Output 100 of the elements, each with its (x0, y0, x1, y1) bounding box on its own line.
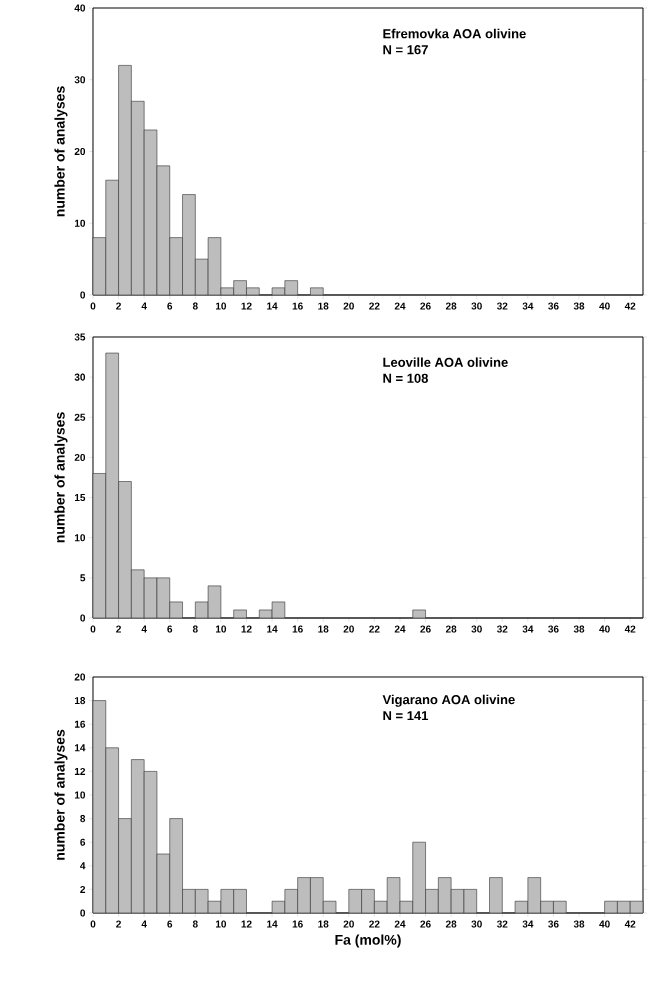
x-tick-label: 2 (116, 920, 121, 928)
x-tick-label: 12 (241, 920, 252, 928)
y-tick-label: 15 (74, 494, 86, 502)
x-tick-label: 8 (192, 625, 198, 633)
y-tick-label: 0 (80, 909, 86, 917)
x-tick-label: 28 (445, 920, 457, 928)
x-tick-label: 30 (471, 625, 482, 633)
x-tick-label: 40 (599, 920, 610, 928)
x-tick-label: 34 (522, 920, 534, 928)
x-tick-label: 20 (343, 302, 354, 310)
y-tick-label: 0 (80, 614, 86, 622)
x-tick-label: 18 (318, 920, 329, 928)
x-tick-label: 32 (496, 625, 508, 633)
x-tick-label: 12 (241, 625, 252, 633)
x-tick-label: 6 (167, 302, 173, 310)
x-tick-label: 8 (192, 302, 198, 310)
x-tick-label: 14 (267, 920, 278, 928)
x-tick-label: 8 (192, 920, 198, 928)
y-axis-title: number of analyses (54, 729, 68, 860)
annotation: N = 141 (383, 711, 429, 721)
x-tick-label: 10 (215, 302, 227, 310)
y-tick-label: 20 (74, 673, 86, 681)
x-axis-title: Fa (mol%) (335, 934, 401, 948)
y-tick-label: 30 (74, 76, 86, 84)
annotation: Vigarano AOA olivine (382, 694, 515, 707)
y-tick-label: 4 (80, 862, 86, 870)
x-tick-label: 24 (394, 302, 406, 310)
x-tick-label: 10 (215, 920, 227, 928)
x-tick-label: 30 (471, 302, 482, 310)
x-tick-label: 26 (420, 302, 431, 310)
x-tick-label: 38 (573, 302, 585, 310)
y-tick-label: 12 (74, 767, 86, 775)
y-tick-label: 30 (74, 373, 86, 381)
x-tick-label: 16 (292, 302, 303, 310)
x-tick-label: 22 (369, 920, 380, 928)
x-tick-label: 18 (318, 302, 329, 310)
y-tick-label: 14 (74, 744, 86, 752)
y-axis-title: number of analyses (54, 412, 68, 543)
x-tick-label: 36 (548, 302, 559, 310)
x-tick-label: 24 (394, 920, 406, 928)
y-tick-label: 2 (80, 885, 86, 893)
x-tick-label: 42 (624, 625, 636, 633)
x-tick-label: 14 (267, 625, 278, 633)
x-tick-label: 6 (167, 920, 173, 928)
x-tick-label: 24 (394, 625, 406, 633)
x-tick-label: 4 (141, 920, 147, 928)
y-tick-label: 16 (74, 720, 86, 728)
x-tick-label: 26 (420, 625, 431, 633)
x-tick-label: 22 (369, 302, 380, 310)
x-tick-label: 0 (90, 625, 96, 633)
x-tick-label: 42 (624, 302, 636, 310)
x-tick-label: 32 (496, 920, 508, 928)
x-tick-label: 4 (141, 302, 147, 310)
x-tick-label: 36 (548, 625, 559, 633)
x-tick-label: 28 (445, 625, 457, 633)
x-tick-label: 0 (90, 302, 96, 310)
annotation: N = 167 (383, 45, 428, 55)
y-tick-label: 6 (80, 838, 86, 846)
x-tick-label: 40 (599, 302, 610, 310)
y-tick-label: 5 (80, 574, 86, 582)
x-tick-label: 4 (141, 625, 147, 633)
x-tick-label: 40 (599, 625, 610, 633)
x-tick-label: 20 (343, 920, 354, 928)
x-tick-label: 26 (420, 920, 431, 928)
y-tick-label: 18 (74, 697, 86, 705)
annotation: Efremovka AOA olivine (383, 28, 526, 39)
x-tick-label: 16 (292, 920, 303, 928)
x-tick-label: 28 (445, 302, 457, 310)
y-tick-label: 25 (74, 413, 86, 421)
y-tick-label: 20 (74, 453, 86, 461)
y-tick-label: 0 (80, 291, 86, 299)
x-tick-label: 22 (369, 625, 380, 633)
y-tick-label: 20 (74, 147, 86, 156)
y-axis-title: number of analyses (54, 86, 68, 217)
x-tick-label: 34 (522, 302, 534, 310)
x-tick-label: 2 (116, 625, 121, 633)
x-tick-label: 42 (624, 920, 636, 928)
y-tick-label: 10 (74, 219, 86, 227)
x-tick-label: 34 (522, 625, 534, 633)
x-tick-label: 18 (318, 625, 329, 633)
y-tick-label: 10 (74, 534, 86, 542)
y-tick-label: 10 (74, 791, 86, 799)
x-tick-label: 38 (573, 920, 585, 928)
x-tick-label: 20 (343, 625, 354, 633)
x-tick-label: 16 (292, 625, 303, 633)
y-tick-label: 35 (74, 333, 86, 341)
x-tick-label: 2 (116, 302, 121, 310)
x-tick-label: 12 (241, 302, 252, 310)
x-tick-label: 30 (471, 920, 482, 928)
x-tick-label: 10 (215, 625, 227, 633)
x-tick-label: 14 (267, 302, 278, 310)
x-tick-label: 0 (90, 920, 96, 928)
x-tick-label: 6 (167, 625, 173, 633)
y-tick-label: 8 (80, 815, 86, 823)
y-tick-label: 40 (74, 4, 86, 12)
x-tick-label: 38 (573, 625, 585, 633)
annotation: N = 108 (383, 373, 429, 383)
x-tick-label: 32 (496, 302, 508, 310)
annotation: Leoville AOA olivine (383, 357, 508, 367)
x-tick-label: 36 (548, 920, 559, 928)
